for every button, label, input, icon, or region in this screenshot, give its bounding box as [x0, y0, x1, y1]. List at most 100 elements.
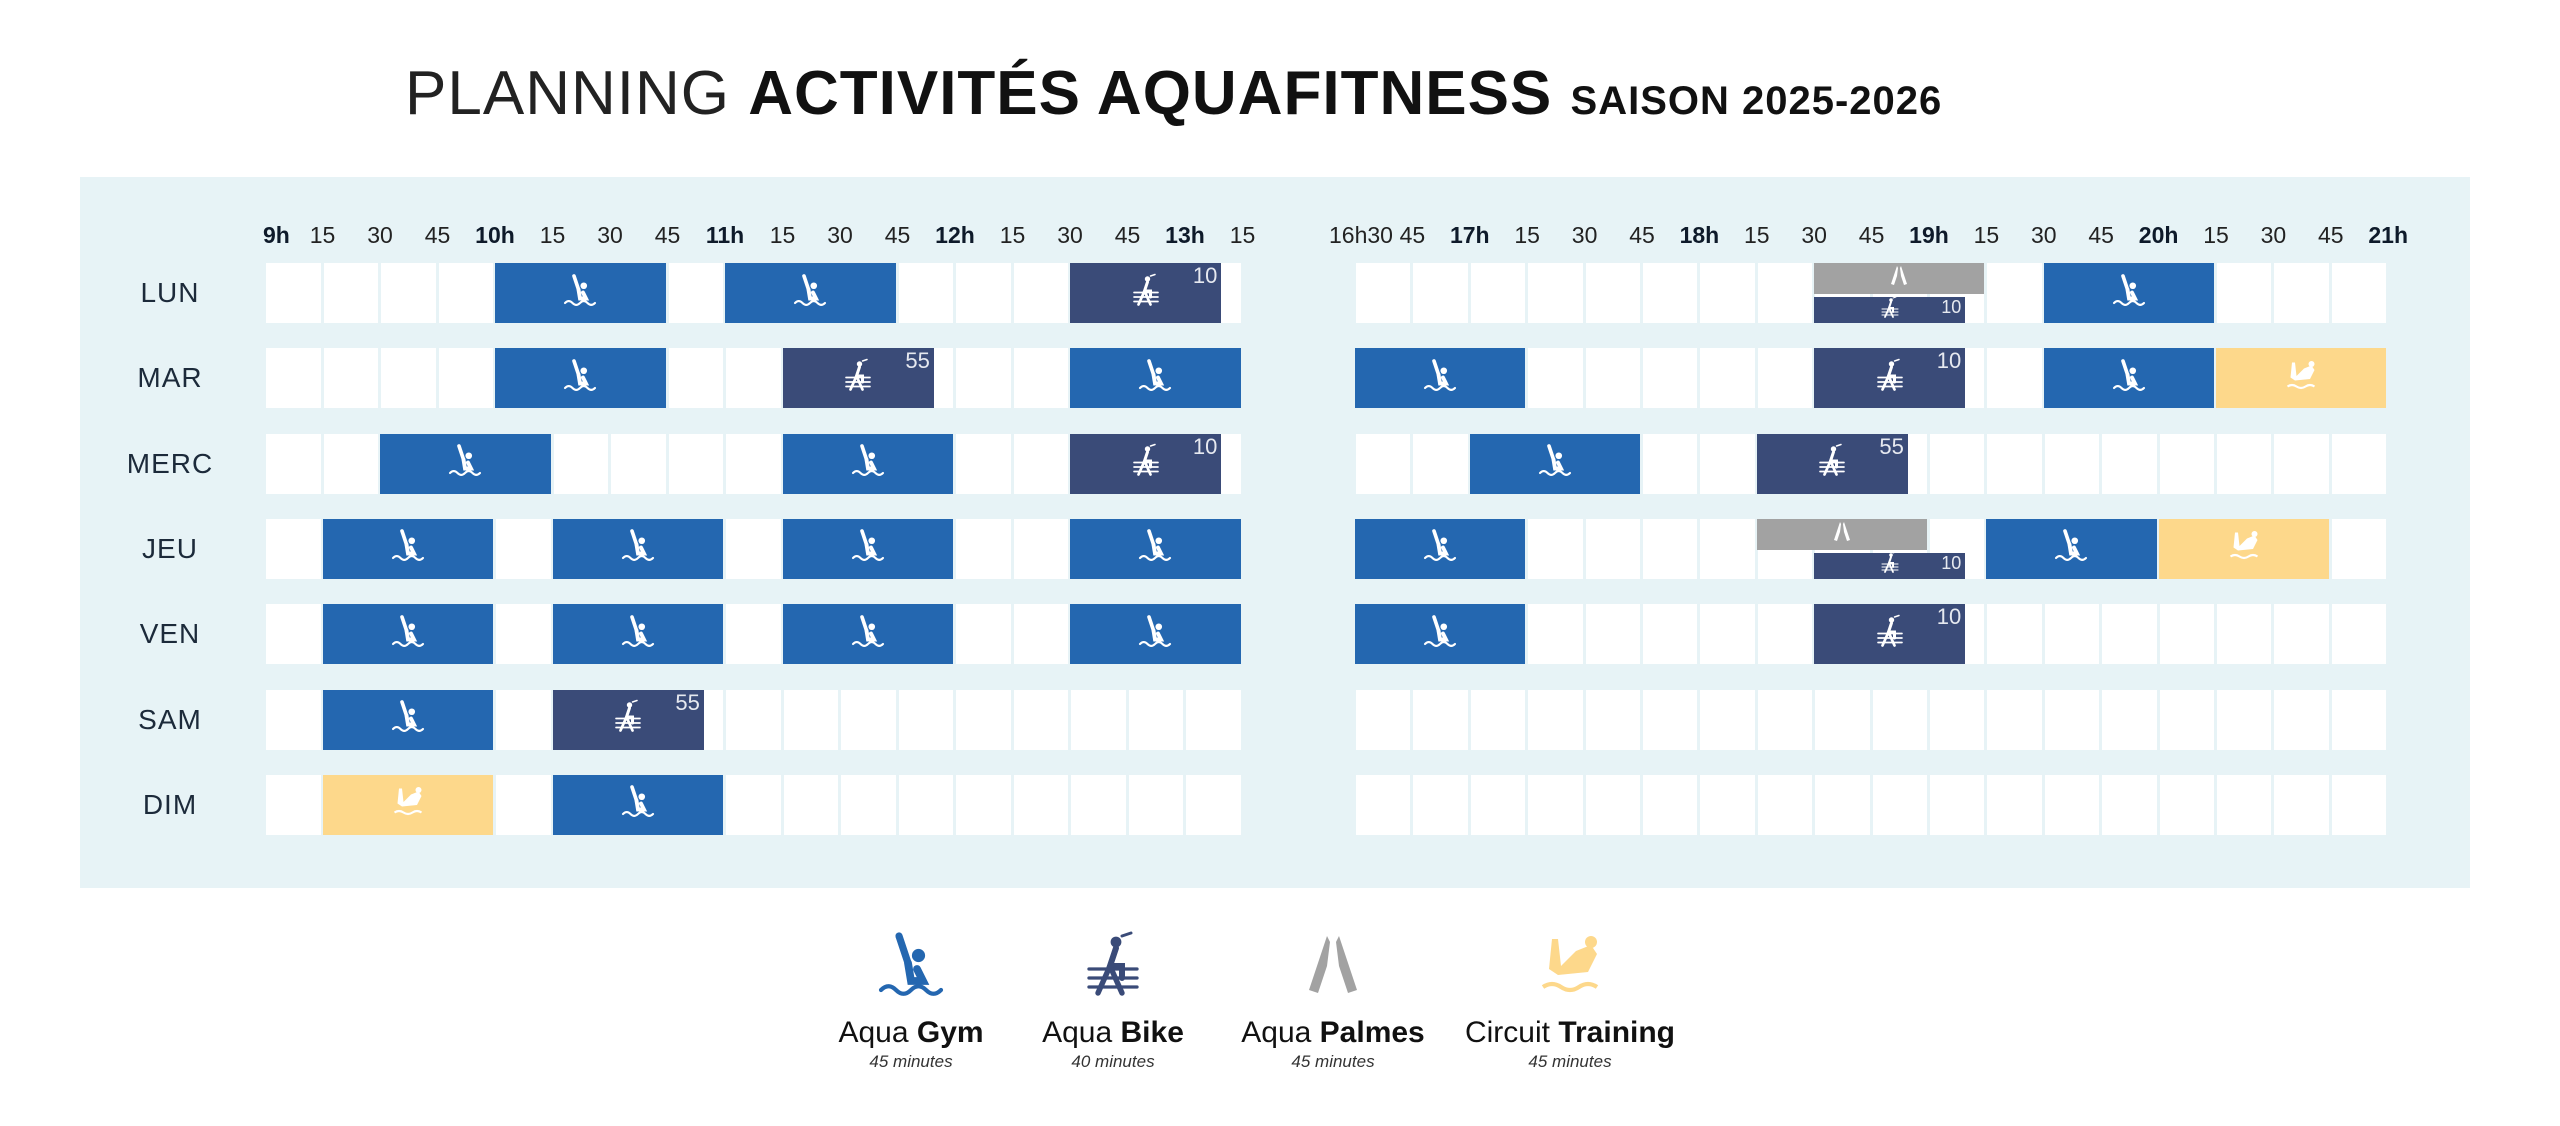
- activity-block-bike[interactable]: 10: [1814, 348, 1966, 409]
- time-slot-cell[interactable]: [2274, 774, 2329, 835]
- time-slot-cell[interactable]: [266, 689, 321, 750]
- time-slot-cell[interactable]: [2217, 433, 2272, 494]
- time-slot-cell[interactable]: [726, 348, 781, 409]
- time-slot-cell[interactable]: [1528, 263, 1583, 323]
- time-slot-cell[interactable]: [1356, 774, 1411, 835]
- time-slot-cell[interactable]: [1413, 433, 1468, 494]
- time-slot-cell[interactable]: [1585, 263, 1640, 323]
- time-slot-cell[interactable]: [496, 518, 551, 579]
- time-slot-cell[interactable]: [1013, 689, 1068, 750]
- time-slot-cell[interactable]: [1815, 774, 1870, 835]
- activity-block-gym[interactable]: [2043, 348, 2214, 409]
- time-slot-cell[interactable]: [266, 518, 321, 579]
- time-slot-cell[interactable]: [323, 433, 378, 494]
- activity-block-gym[interactable]: [322, 604, 493, 665]
- time-slot-cell[interactable]: [1585, 774, 1640, 835]
- time-slot-cell[interactable]: [2159, 689, 2214, 750]
- time-slot-cell[interactable]: [956, 263, 1011, 323]
- activity-block-gym[interactable]: [552, 604, 723, 665]
- time-slot-cell[interactable]: [726, 518, 781, 579]
- time-slot-cell[interactable]: [2274, 689, 2329, 750]
- time-slot-cell[interactable]: [1930, 433, 1985, 494]
- time-slot-cell[interactable]: [956, 689, 1011, 750]
- time-slot-cell[interactable]: [2331, 774, 2387, 835]
- time-slot-cell[interactable]: [1013, 518, 1068, 579]
- time-slot-cell[interactable]: [1700, 604, 1755, 665]
- time-slot-cell[interactable]: [956, 774, 1011, 835]
- time-slot-cell[interactable]: [2044, 604, 2100, 665]
- time-slot-cell[interactable]: [1013, 604, 1068, 665]
- time-slot-cell[interactable]: [1757, 604, 1813, 665]
- time-slot-cell[interactable]: [1186, 774, 1241, 835]
- time-slot-cell[interactable]: [266, 604, 321, 665]
- time-slot-cell[interactable]: [2331, 689, 2387, 750]
- time-slot-cell[interactable]: [1528, 348, 1583, 409]
- time-slot-cell[interactable]: [1470, 774, 1526, 835]
- time-slot-cell[interactable]: [1071, 774, 1126, 835]
- time-slot-cell[interactable]: [2102, 774, 2157, 835]
- time-slot-cell[interactable]: [1643, 518, 1698, 579]
- time-slot-cell[interactable]: [2331, 518, 2387, 579]
- time-slot-cell[interactable]: [1071, 689, 1126, 750]
- time-slot-cell[interactable]: [2102, 689, 2157, 750]
- time-slot-cell[interactable]: [2331, 604, 2387, 665]
- time-slot-cell[interactable]: [2044, 689, 2100, 750]
- activity-block-gym[interactable]: [495, 348, 666, 409]
- time-slot-cell[interactable]: [726, 433, 781, 494]
- time-slot-cell[interactable]: [1757, 263, 1813, 323]
- activity-block-gym[interactable]: [1355, 348, 1526, 409]
- time-slot-cell[interactable]: [956, 518, 1011, 579]
- time-slot-cell[interactable]: [1470, 263, 1526, 323]
- time-slot-cell[interactable]: [1528, 689, 1583, 750]
- time-slot-cell[interactable]: [266, 263, 321, 323]
- time-slot-cell[interactable]: [1643, 433, 1698, 494]
- time-slot-cell[interactable]: [1987, 433, 2042, 494]
- time-slot-cell[interactable]: [1643, 263, 1698, 323]
- time-slot-cell[interactable]: [266, 774, 321, 835]
- time-slot-cell[interactable]: [1757, 774, 1813, 835]
- activity-block-gym[interactable]: [552, 518, 723, 579]
- time-slot-cell[interactable]: [2217, 774, 2272, 835]
- time-slot-cell[interactable]: [2159, 433, 2214, 494]
- activity-block-bike[interactable]: 10: [1070, 433, 1222, 494]
- time-slot-cell[interactable]: [381, 348, 436, 409]
- time-slot-cell[interactable]: [1470, 689, 1526, 750]
- time-slot-cell[interactable]: [438, 348, 493, 409]
- time-slot-cell[interactable]: [956, 433, 1011, 494]
- time-slot-cell[interactable]: [2217, 689, 2272, 750]
- time-slot-cell[interactable]: [1757, 348, 1813, 409]
- activity-block-gym[interactable]: [1986, 518, 2157, 579]
- time-slot-cell[interactable]: [898, 774, 953, 835]
- activity-block-gym[interactable]: [1070, 518, 1241, 579]
- time-slot-cell[interactable]: [1700, 263, 1755, 323]
- activity-block-bike[interactable]: 10: [1814, 296, 1966, 323]
- time-slot-cell[interactable]: [323, 348, 378, 409]
- time-slot-cell[interactable]: [1700, 518, 1755, 579]
- time-slot-cell[interactable]: [1930, 774, 1985, 835]
- time-slot-cell[interactable]: [1872, 689, 1927, 750]
- time-slot-cell[interactable]: [553, 433, 608, 494]
- time-slot-cell[interactable]: [1815, 689, 1870, 750]
- time-slot-cell[interactable]: [726, 774, 781, 835]
- time-slot-cell[interactable]: [2159, 604, 2214, 665]
- time-slot-cell[interactable]: [783, 689, 838, 750]
- time-slot-cell[interactable]: [611, 433, 666, 494]
- activity-block-bike[interactable]: 10: [1814, 604, 1966, 665]
- activity-block-bike[interactable]: 55: [552, 689, 704, 750]
- time-slot-cell[interactable]: [1930, 689, 1985, 750]
- time-slot-cell[interactable]: [1413, 689, 1468, 750]
- time-slot-cell[interactable]: [2102, 433, 2157, 494]
- activity-block-bike[interactable]: 55: [782, 348, 934, 409]
- time-slot-cell[interactable]: [496, 774, 551, 835]
- activity-block-bike[interactable]: 10: [1814, 551, 1966, 579]
- time-slot-cell[interactable]: [323, 263, 378, 323]
- time-slot-cell[interactable]: [266, 433, 321, 494]
- time-slot-cell[interactable]: [668, 263, 723, 323]
- time-slot-cell[interactable]: [668, 433, 723, 494]
- time-slot-cell[interactable]: [726, 604, 781, 665]
- time-slot-cell[interactable]: [1413, 774, 1468, 835]
- time-slot-cell[interactable]: [1987, 348, 2042, 409]
- activity-block-gym[interactable]: [1355, 604, 1526, 665]
- activity-block-gym[interactable]: [2043, 263, 2214, 323]
- activity-block-circuit[interactable]: [2216, 348, 2387, 409]
